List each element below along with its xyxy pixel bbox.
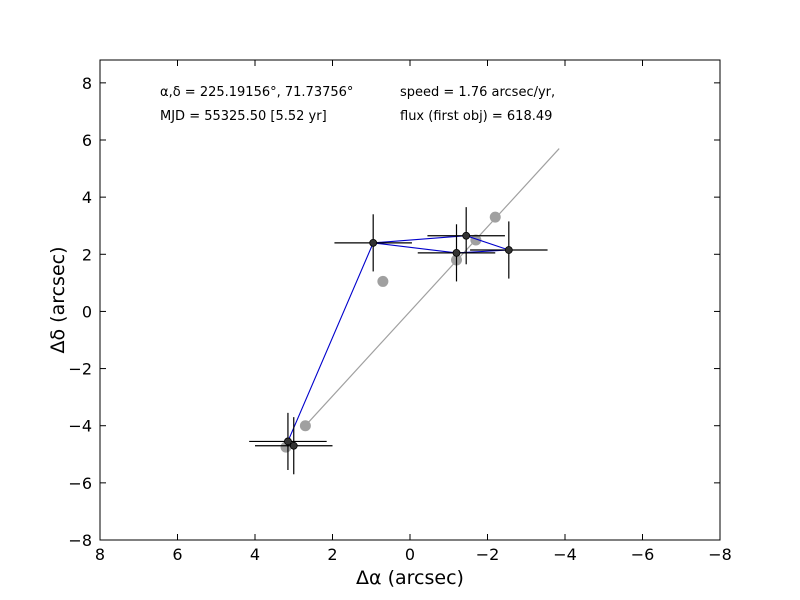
y-tick-label: −6 [68, 474, 92, 493]
x-tick-label: 4 [250, 545, 260, 564]
x-tick-label: 0 [405, 545, 415, 564]
plot-background [100, 60, 720, 540]
model-point [299, 420, 311, 432]
measurement-point [289, 441, 298, 450]
x-axis-label: Δα (arcsec) [356, 567, 464, 589]
x-tick-label: −6 [631, 545, 655, 564]
x-tick-label: −8 [708, 545, 732, 564]
x-tick-label: −4 [553, 545, 577, 564]
x-tick-label: 8 [95, 545, 105, 564]
x-tick-label: −2 [476, 545, 500, 564]
plot-frame [99, 59, 721, 541]
model-point [470, 234, 482, 246]
measurement-point [452, 248, 461, 257]
x-tick-label: 6 [172, 545, 182, 564]
y-tick-label: −8 [68, 531, 92, 550]
y-tick-label: −4 [68, 417, 92, 436]
model-layer [280, 148, 560, 453]
y-tick-label: 6 [82, 131, 92, 150]
annotation-mjd: MJD = 55325.50 [5.52 yr] [160, 109, 327, 124]
y-tick-label: 2 [82, 245, 92, 264]
measurement-point [369, 238, 378, 247]
y-tick-label: 0 [82, 302, 92, 321]
model-line [304, 148, 560, 427]
y-axis-label: Δδ (arcsec) [47, 246, 69, 353]
y-tick-label: −2 [68, 360, 92, 379]
annotation-flux: flux (first obj) = 618.49 [400, 109, 552, 124]
annotation-speed: speed = 1.76 arcsec/yr, [400, 85, 555, 100]
model-point [489, 211, 501, 223]
model-point [377, 275, 389, 287]
annotation-coords: α,δ = 225.19156°, 71.73756° [160, 85, 353, 100]
y-tick-label: 8 [82, 74, 92, 93]
y-tick-label: 4 [82, 188, 92, 207]
measurement-point [462, 231, 471, 240]
measurement-point [504, 246, 513, 254]
x-tick-label: 2 [327, 545, 337, 564]
measurement-layer [249, 207, 548, 475]
ticks-layer: 8 6 4 2 0 −2 −4 −6 −8 −8 −6 −4 −2 0 2 4 6 8 [68, 60, 732, 564]
measurement-point [284, 437, 292, 446]
